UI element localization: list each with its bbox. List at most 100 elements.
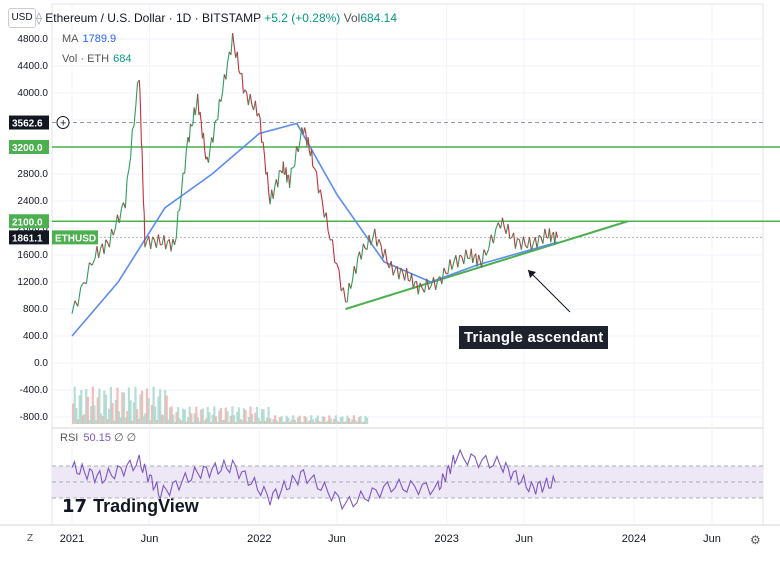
- price-segment: [458, 255, 460, 267]
- price-segment: [218, 99, 220, 120]
- price-segment: [226, 62, 228, 79]
- price-segment: [192, 125, 193, 127]
- price-segment: [131, 130, 133, 158]
- level-3200-tag: 3200.0: [12, 143, 43, 154]
- price-segment: [239, 71, 241, 75]
- price-segment: [353, 266, 355, 280]
- volume-bar: [148, 398, 150, 424]
- price-segment: [78, 287, 81, 306]
- price-segment: [444, 268, 446, 273]
- price-segment: [99, 249, 101, 258]
- settings-gear-icon[interactable]: ⚙: [750, 533, 761, 547]
- tradingview-logo[interactable]: 𝟭𝟳 TradingView: [62, 496, 199, 517]
- price-segment: [501, 218, 503, 229]
- price-segment: [466, 250, 468, 259]
- y-tick-label: 400.0: [23, 331, 48, 342]
- rsi-legend[interactable]: RSI 50.15 ∅ ∅: [60, 431, 136, 444]
- price-segment: [176, 211, 178, 237]
- x-tick-label: Jun: [328, 533, 346, 545]
- price-segment: [270, 190, 272, 205]
- price-segment: [140, 90, 141, 112]
- price-segment: [142, 150, 143, 180]
- volume-bar: [366, 418, 368, 424]
- price-segment: [166, 242, 168, 250]
- price-segment: [156, 234, 158, 247]
- price-segment: [293, 166, 295, 169]
- price-segment: [545, 229, 547, 238]
- price-segment: [250, 94, 252, 105]
- price-segment: [151, 237, 153, 249]
- price-segment: [356, 258, 358, 274]
- price-segment: [543, 229, 545, 244]
- price-segment: [313, 166, 315, 168]
- price-segment: [391, 261, 393, 275]
- y-tick-label: 4400.0: [17, 61, 48, 72]
- x-tick-label: Jun: [141, 533, 159, 545]
- price-segment: [407, 268, 409, 280]
- price-segment: [186, 137, 188, 151]
- price-segment: [452, 262, 454, 270]
- price-segment: [201, 122, 202, 139]
- price-segment: [315, 169, 317, 172]
- price-segment: [418, 283, 420, 294]
- volume-bar: [87, 397, 89, 424]
- chart-header: ⟠ Ethereum / U.S. Dollar · 1D · BITSTAMP…: [36, 11, 397, 25]
- price-segment: [328, 231, 330, 240]
- x-tick-label: 2022: [247, 533, 271, 545]
- price-segment: [273, 187, 275, 199]
- price-segment: [113, 228, 115, 235]
- price-segment: [132, 126, 134, 130]
- price-segment: [267, 172, 268, 193]
- price-segment: [228, 52, 230, 62]
- price-segment: [141, 143, 142, 151]
- price-segment: [136, 83, 138, 106]
- price-segment: [339, 270, 341, 291]
- price-segment: [260, 119, 261, 143]
- price-segment: [223, 74, 225, 92]
- price-segment: [221, 92, 223, 102]
- plus-glyph: +: [60, 118, 66, 130]
- price-segment: [110, 229, 112, 247]
- price-segment: [377, 239, 379, 246]
- price-segment: [450, 259, 452, 269]
- price-segment: [549, 228, 550, 242]
- vol-value: 684: [113, 53, 131, 65]
- price-segment: [514, 233, 516, 249]
- x-tick-label: Jun: [703, 533, 721, 545]
- price-segment: [343, 288, 345, 303]
- x-tick-label: 2021: [60, 533, 84, 545]
- price-segment: [556, 232, 557, 238]
- annotation-arrow: [528, 270, 570, 312]
- price-segment: [75, 301, 78, 307]
- price-segment: [263, 142, 264, 156]
- y-tick-label: -800.0: [20, 412, 49, 423]
- triangle-annotation[interactable]: Triangle ascendant: [459, 326, 608, 349]
- timezone-z-button[interactable]: Z: [24, 533, 36, 544]
- plot-frame: [52, 4, 763, 525]
- price-segment: [141, 113, 142, 143]
- price-segment: [308, 137, 309, 150]
- price-segment: [198, 94, 199, 115]
- price-segment: [106, 240, 108, 243]
- price-segment: [237, 52, 239, 71]
- price-segment: [379, 239, 381, 245]
- price-segment: [134, 106, 136, 126]
- price-segment: [175, 237, 177, 244]
- y-tick-label: 800.0: [23, 304, 48, 315]
- price-segment: [363, 244, 365, 249]
- price-segment: [81, 283, 84, 288]
- price-segment: [104, 240, 106, 254]
- price-segment: [502, 218, 504, 227]
- price-segment: [97, 246, 99, 258]
- price-segment: [464, 250, 466, 264]
- price-segment: [412, 273, 414, 288]
- price-segment: [125, 179, 127, 208]
- price-segment: [86, 263, 89, 284]
- currency-selector[interactable]: USD: [8, 8, 36, 28]
- price-segment: [322, 201, 324, 217]
- price-segment: [129, 158, 131, 170]
